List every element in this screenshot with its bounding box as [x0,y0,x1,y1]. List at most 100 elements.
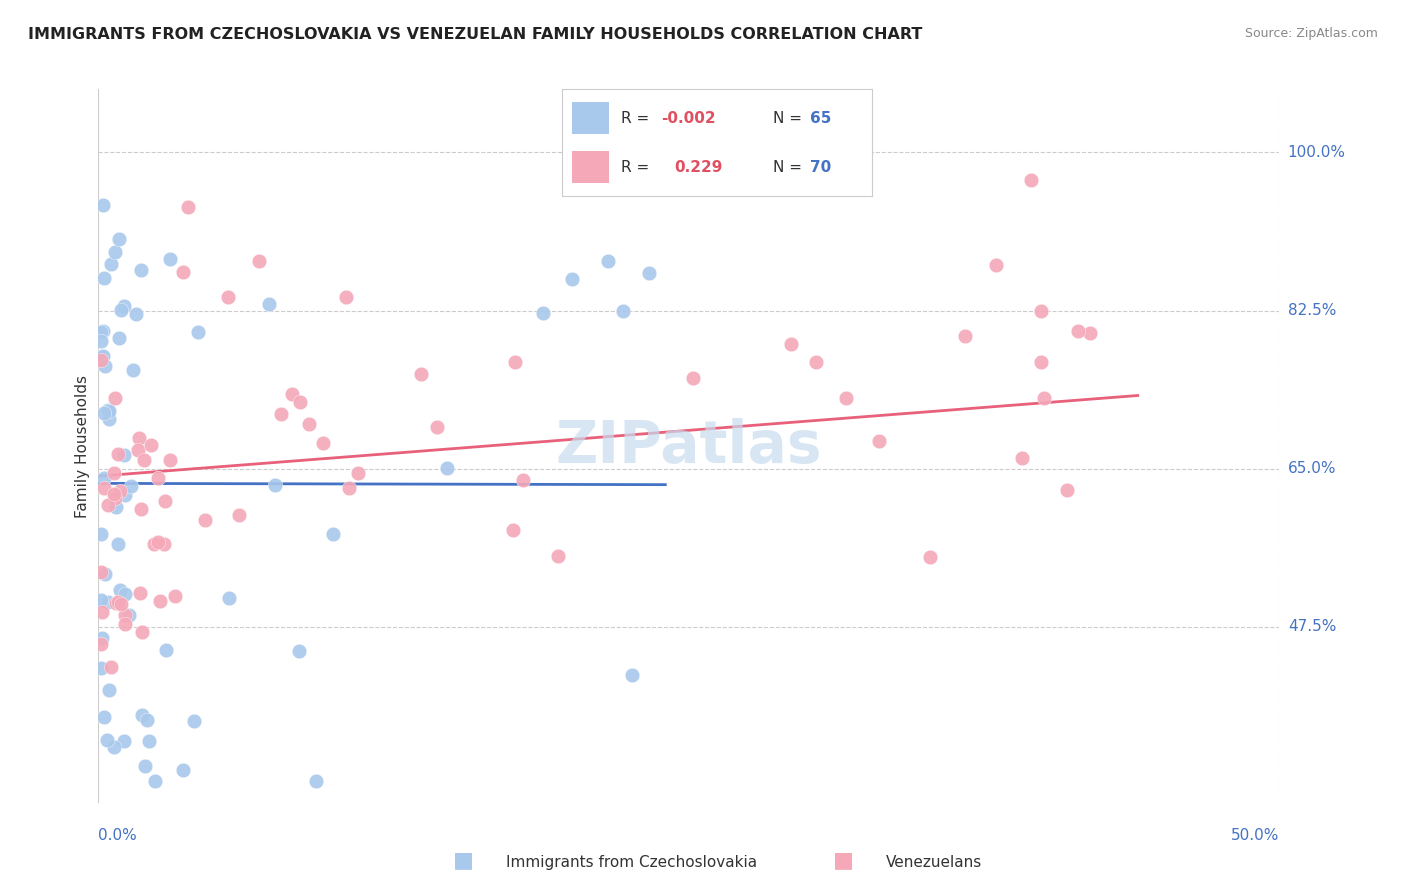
Point [682,371,704,385]
Point [143,537,166,551]
Point [90,637,112,651]
Point [806,355,828,369]
Point [90,661,112,675]
Point [104,244,127,259]
Text: -0.002: -0.002 [661,111,716,126]
Point [134,759,156,773]
Point [637,266,659,280]
Point [322,527,344,541]
Point [153,537,176,551]
Text: N =: N = [773,111,807,126]
Point [621,668,644,682]
Point [97,404,120,418]
Point [93,271,115,285]
Point [305,773,328,788]
Point [97,403,120,417]
Point [706,172,728,186]
Point [337,481,360,495]
Point [90,350,112,364]
Point [1029,355,1052,369]
Point [110,303,132,318]
Point [104,491,127,506]
Point [177,200,200,214]
Point [780,337,803,351]
Point [103,740,125,755]
Text: R =: R = [621,111,654,126]
Point [114,587,136,601]
Point [90,605,112,619]
Point [918,550,941,565]
Point [288,644,311,658]
Point [312,435,335,450]
Point [141,438,163,452]
Point [411,367,433,381]
Point [112,448,135,462]
Point [335,290,357,304]
Point [868,434,890,449]
Point [138,734,160,748]
Point [155,643,177,657]
Point [159,453,181,467]
Text: 100.0%: 100.0% [1288,145,1346,160]
Point [263,478,285,492]
Point [98,683,121,698]
Text: 0.0%: 0.0% [98,828,138,843]
Point [129,263,152,277]
Point [984,258,1007,272]
Point [149,594,172,608]
Point [183,714,205,729]
Point [247,253,270,268]
Bar [572,152,609,184]
Point [172,264,194,278]
Point [91,632,114,646]
Point [426,420,449,434]
Point [97,498,120,512]
Point [97,411,120,425]
Point [270,407,292,421]
Point [103,487,125,501]
Point [91,324,114,338]
Point [135,713,157,727]
Point [108,232,131,246]
Point [90,593,112,607]
Text: IMMIGRANTS FROM CZECHOSLOVAKIA VS VENEZUELAN FAMILY HOUSEHOLDS CORRELATION CHART: IMMIGRANTS FROM CZECHOSLOVAKIA VS VENEZU… [28,27,922,42]
Point [114,488,136,502]
Point [228,508,250,522]
Text: 47.5%: 47.5% [1288,619,1336,634]
Point [1029,303,1052,318]
Point [531,306,554,320]
Point [1080,326,1102,340]
Point [1032,391,1054,405]
Point [1011,450,1033,465]
Text: 70: 70 [810,160,831,175]
Point [146,471,169,485]
Point [93,359,115,373]
Point [547,549,569,563]
Point [90,526,112,541]
Point [90,353,112,368]
Point [96,732,118,747]
Point [93,471,115,485]
Point [598,253,620,268]
Point [104,391,127,405]
Point [107,537,129,551]
Point [114,299,136,313]
Text: ■: ■ [454,850,474,870]
Point [107,447,129,461]
Point [93,406,115,420]
Point [91,349,114,363]
Point [125,307,148,321]
Point [104,596,127,610]
Point [218,591,240,605]
Y-axis label: Family Households: Family Households [75,375,90,517]
Point [127,443,149,458]
Point [90,325,112,339]
Text: 50.0%: 50.0% [1232,828,1279,843]
Point [953,329,976,343]
Text: Immigrants from Czechoslovakia: Immigrants from Czechoslovakia [506,855,758,870]
Point [104,500,127,515]
Text: 65: 65 [810,111,831,126]
Point [132,452,155,467]
Point [112,734,135,748]
Point [110,598,132,612]
